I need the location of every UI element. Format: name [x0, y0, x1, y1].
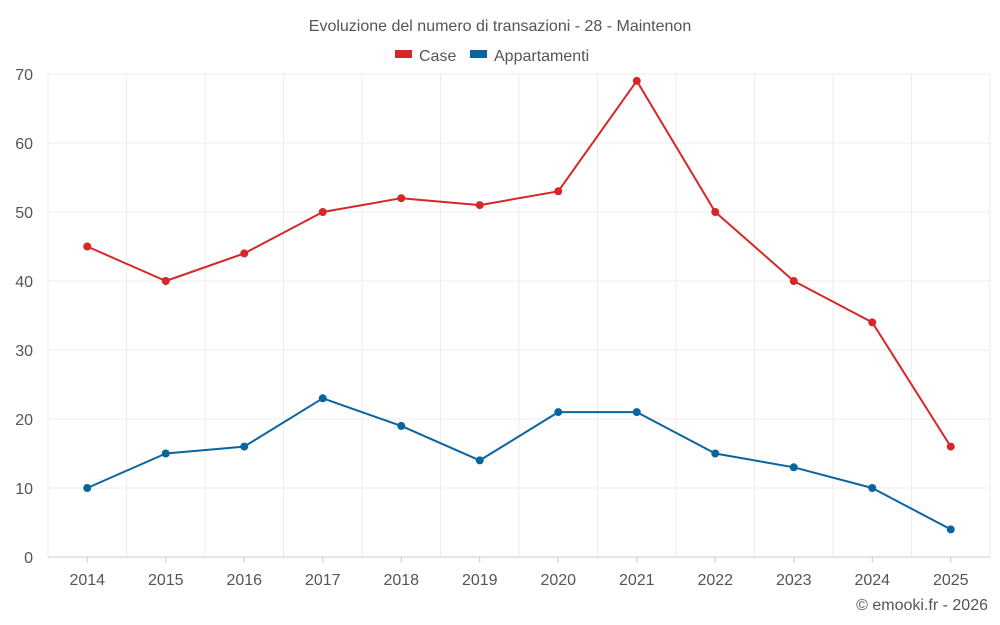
x-tick-label: 2024: [854, 572, 890, 589]
x-tick-label: 2017: [305, 572, 341, 589]
series-appartamenti: [83, 394, 955, 534]
data-point-case[interactable]: [318, 208, 327, 216]
axes: 0 10 20 30 40 50 60 70 2014 2015 2016 2017 2018 2019 2…: [15, 67, 990, 589]
y-tick-label: 60: [15, 136, 33, 153]
data-point-case[interactable]: [632, 76, 641, 85]
legend-label-appartamenti: Appartamenti: [494, 48, 589, 65]
series-line-appartamenti: [86, 397, 952, 531]
y-tick-label: 40: [15, 274, 33, 291]
data-point-appartamenti[interactable]: [946, 525, 955, 534]
data-point-appartamenti[interactable]: [397, 421, 406, 430]
x-tick-label: 2023: [776, 572, 812, 589]
data-point-appartamenti[interactable]: [632, 408, 641, 417]
x-tick-label: 2020: [540, 572, 576, 589]
data-point-case[interactable]: [83, 242, 92, 251]
y-tick-label: 70: [15, 67, 33, 84]
x-tick-label: 2016: [226, 572, 262, 589]
y-tick-label: 30: [15, 343, 33, 360]
data-point-case[interactable]: [240, 249, 249, 258]
y-tick-label: 20: [15, 412, 33, 429]
data-point-appartamenti[interactable]: [711, 449, 720, 458]
data-point-case[interactable]: [789, 277, 798, 285]
x-tick-label: 2014: [69, 572, 105, 589]
legend-label-case: Case: [419, 48, 456, 65]
series: [83, 76, 955, 534]
y-tick-label: 10: [15, 481, 33, 498]
data-point-case[interactable]: [161, 277, 170, 285]
data-point-appartamenti[interactable]: [83, 484, 92, 492]
data-point-case[interactable]: [711, 208, 720, 216]
legend-swatch-appartamenti: [470, 50, 487, 58]
credit-text: © emooki.fr - 2026: [856, 597, 988, 614]
y-tick-label: 0: [24, 550, 33, 567]
y-tick-label: 50: [15, 205, 33, 222]
x-tick-label: 2015: [148, 572, 184, 589]
legend: Case Appartamenti: [395, 48, 589, 65]
data-point-appartamenti[interactable]: [240, 442, 249, 451]
data-point-appartamenti[interactable]: [475, 456, 484, 465]
series-case: [83, 76, 955, 451]
legend-item-case[interactable]: Case: [395, 48, 456, 65]
legend-swatch-case: [395, 50, 412, 58]
legend-item-appartamenti[interactable]: Appartamenti: [470, 48, 589, 65]
x-tick-label: 2022: [697, 572, 733, 589]
grid: [47, 73, 991, 557]
data-point-appartamenti[interactable]: [868, 484, 877, 492]
data-point-appartamenti[interactable]: [554, 408, 563, 417]
series-line-case: [86, 79, 952, 448]
x-tick-label: 2018: [383, 572, 419, 589]
data-point-case[interactable]: [475, 201, 484, 210]
data-point-case[interactable]: [397, 194, 406, 203]
data-point-case[interactable]: [946, 442, 955, 451]
x-tick-label: 2019: [462, 572, 498, 589]
data-point-case[interactable]: [868, 318, 877, 327]
chart-title: Evoluzione del numero di transazioni - 2…: [309, 18, 691, 35]
data-point-appartamenti[interactable]: [789, 463, 798, 472]
x-tick-label: 2021: [619, 572, 655, 589]
data-point-appartamenti[interactable]: [161, 449, 170, 458]
data-point-appartamenti[interactable]: [318, 394, 327, 403]
data-point-case[interactable]: [554, 187, 563, 196]
x-tick-label: 2025: [933, 572, 969, 589]
